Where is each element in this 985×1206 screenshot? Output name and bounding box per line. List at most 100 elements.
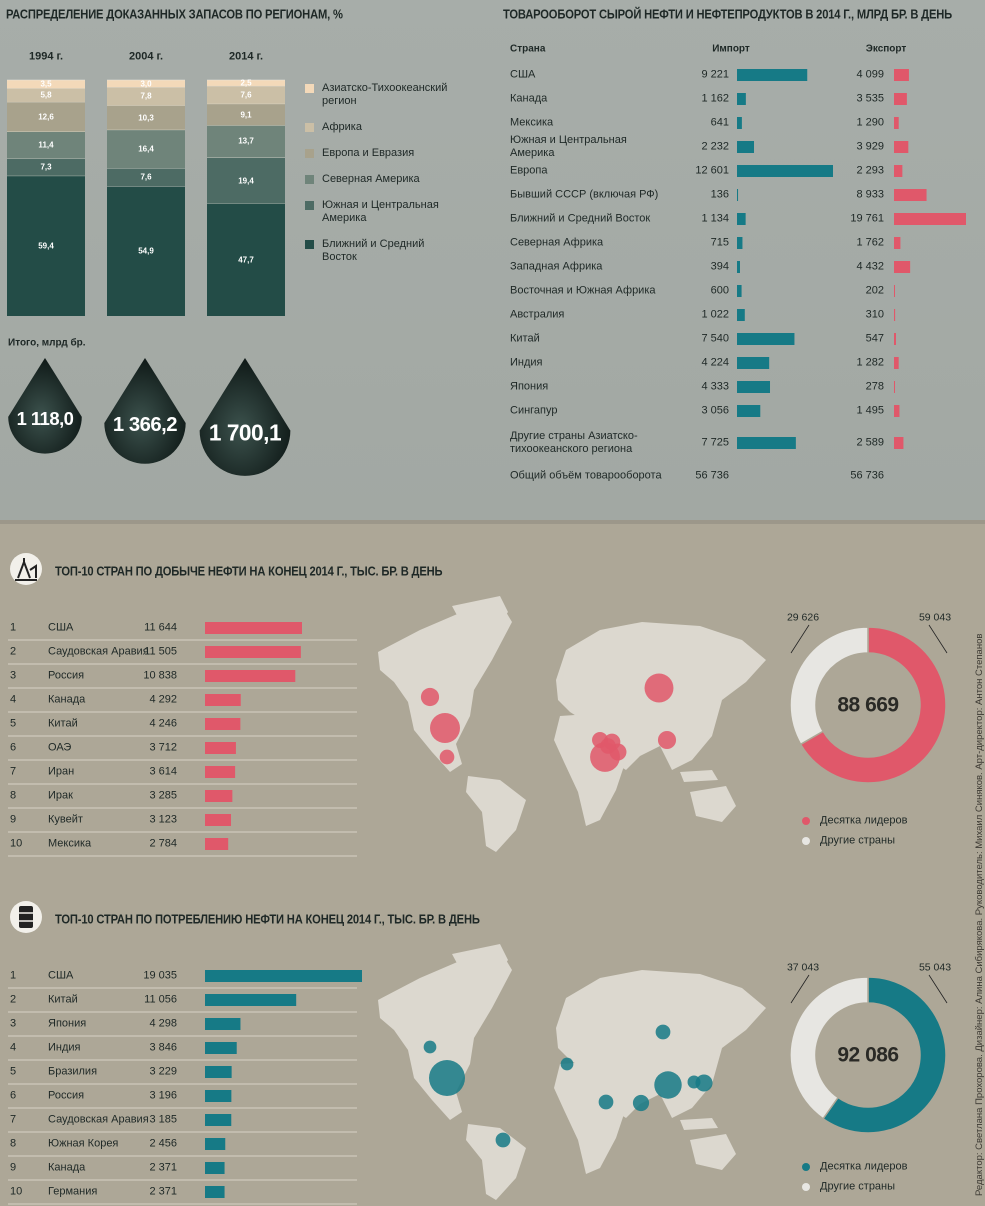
segment-label: 5,8 — [40, 90, 52, 100]
bar — [205, 622, 302, 634]
bar — [737, 69, 808, 81]
country-label: Северная Африка — [510, 236, 604, 249]
legend-label: Десятка лидеров — [820, 1160, 908, 1173]
year-label: 1994 г. — [28, 50, 64, 63]
country-label: Канада — [48, 1161, 86, 1174]
country-label: Китай — [48, 717, 78, 730]
legend-label: Десятка лидеров — [820, 814, 908, 827]
country-label: Восточная и Южная Африка — [510, 284, 656, 297]
legend-swatch — [305, 123, 314, 132]
map-bubble — [644, 673, 674, 703]
segment-label: 7,6 — [240, 90, 252, 100]
country-label: США — [48, 969, 74, 982]
bar — [205, 1186, 225, 1198]
map-bubble — [495, 1132, 511, 1148]
bar — [205, 718, 241, 730]
segment-label: 7,6 — [140, 172, 152, 182]
bar — [894, 69, 909, 81]
credits: Редактор: Светлана Прохорова. Дизайнер: … — [974, 633, 985, 1196]
country-label: Сингапур — [510, 404, 558, 417]
country-label: Индия — [48, 1041, 81, 1054]
segment-label: 19,4 — [238, 176, 254, 186]
bar-segment — [107, 129, 185, 169]
legend-dot — [802, 817, 810, 825]
map-bubble — [654, 1071, 682, 1099]
segment-label: 7,8 — [140, 91, 152, 101]
value-label: 3 229 — [149, 1065, 177, 1078]
bar-segment — [107, 87, 185, 106]
value-label: 3 196 — [149, 1089, 177, 1102]
value-label: 7 540 — [701, 332, 729, 345]
bar — [205, 790, 233, 802]
value-label: 3 614 — [149, 765, 177, 778]
value-label: 278 — [865, 380, 884, 393]
bar — [205, 646, 301, 658]
value-label: 4 298 — [149, 1017, 177, 1030]
country-label: Бразилия — [48, 1065, 98, 1078]
value-label: 3 535 — [856, 92, 884, 105]
segment-label: 3,5 — [40, 79, 52, 89]
bar — [737, 285, 742, 297]
segment-label: 2,5 — [240, 78, 252, 88]
total-label: 1 118,0 — [16, 407, 74, 429]
value-label: 715 — [710, 236, 729, 249]
value-label: 3 056 — [701, 404, 729, 417]
bar — [894, 261, 911, 273]
donut-value-label: 29 626 — [786, 611, 820, 624]
legend-label: Другие страны — [820, 1180, 896, 1193]
bar-segment — [207, 203, 285, 316]
value-label: 4 224 — [701, 356, 729, 369]
bar — [205, 1090, 232, 1102]
value-label: 2 371 — [149, 1161, 177, 1174]
bar — [894, 437, 904, 449]
bar-segment — [107, 105, 185, 130]
value-label: 12 601 — [695, 164, 729, 177]
legend-swatch — [305, 175, 314, 184]
rank: 2 — [10, 645, 17, 658]
segment-label: 11,4 — [38, 140, 54, 150]
country-label: Иран — [48, 765, 75, 778]
value-label: 4 099 — [856, 68, 884, 81]
bar — [894, 213, 966, 225]
bar-segment — [107, 168, 185, 187]
segment-label: 9,1 — [240, 110, 252, 120]
value-label: 2 371 — [149, 1185, 177, 1198]
bar — [894, 333, 896, 345]
rank: 10 — [10, 837, 23, 850]
legend-label: Европа и Евразия — [322, 147, 415, 159]
segment-label: 16,4 — [138, 144, 154, 154]
donut-segment — [789, 976, 869, 1120]
map-bubble — [655, 1024, 671, 1040]
rank: 5 — [10, 1065, 17, 1078]
chart-title: РАСПРЕДЕЛЕНИЕ ДОКАЗАННЫХ ЗАПАСОВ ПО РЕГИ… — [6, 6, 343, 22]
rank: 9 — [10, 1161, 17, 1174]
value-label: 3 285 — [149, 789, 177, 802]
bar — [737, 309, 745, 321]
value-label: 3 185 — [149, 1113, 177, 1126]
value-label: 4 292 — [149, 693, 177, 706]
bar — [737, 165, 833, 177]
leader-line — [928, 624, 948, 654]
bar — [205, 1066, 232, 1078]
total-label: 1 700,1 — [208, 418, 282, 445]
legend-dot — [802, 1183, 810, 1191]
legend-label: Африка — [322, 121, 362, 133]
legend-swatch — [305, 84, 314, 93]
rank: 10 — [10, 1185, 23, 1198]
map-bubble — [430, 713, 460, 743]
value-label: 1 134 — [701, 212, 729, 225]
segment-label: 12,6 — [38, 112, 54, 122]
map-bubble — [439, 749, 455, 765]
value-label: 10 838 — [143, 669, 177, 682]
value-label: 1 762 — [856, 236, 884, 249]
bar — [737, 141, 755, 153]
rank: 8 — [10, 1137, 17, 1150]
country-label: Ирак — [48, 789, 73, 802]
country-label: Южная и Центральная Америка — [510, 134, 627, 159]
chart-title: ТОВАРООБОРОТ СЫРОЙ НЕФТИ И НЕФТЕПРОДУКТО… — [503, 6, 953, 22]
value-label: 1 495 — [856, 404, 884, 417]
bar — [205, 742, 236, 754]
bar-segment — [7, 101, 85, 132]
